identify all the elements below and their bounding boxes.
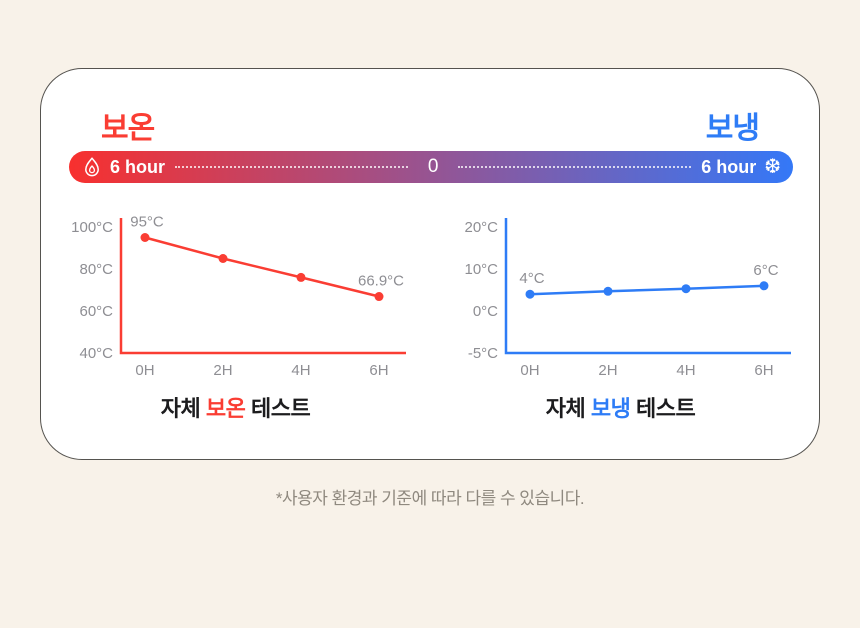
svg-text:40°C: 40°C bbox=[79, 345, 113, 362]
heat-retention-chart-block: 100°C 80°C 60°C 40°C 95°C 66.9°C 0H 2H 4H 6H 자체 보… bbox=[63, 215, 408, 423]
hot-duration-label: 6 hour bbox=[110, 156, 166, 177]
chart-title-accent: 보온 bbox=[205, 396, 246, 421]
chart-title-accent: 보냉 bbox=[590, 396, 631, 421]
cold-retention-chart-block: 20°C 10°C 0°C -5°C 4°C 6°C 0H 2H 4H 6H 자체 보냉 테스트 bbox=[448, 215, 793, 423]
cold-duration-label: 6 hour bbox=[701, 156, 757, 177]
svg-text:6H: 6H bbox=[369, 362, 388, 379]
svg-text:2H: 2H bbox=[598, 362, 617, 379]
snowflake-icon: ❆ bbox=[764, 156, 781, 178]
chart-title-prefix: 자체 bbox=[545, 396, 591, 421]
svg-text:-5°C: -5°C bbox=[468, 345, 498, 362]
svg-text:6°C: 6°C bbox=[753, 262, 778, 279]
cold-retention-title: 보냉 bbox=[705, 112, 760, 145]
dotted-divider-right bbox=[458, 166, 692, 168]
svg-text:0H: 0H bbox=[135, 362, 154, 379]
svg-text:0H: 0H bbox=[520, 362, 539, 379]
duration-gradient-bar: 6 hour 0 6 hour ❆ bbox=[69, 151, 793, 183]
svg-text:95°C: 95°C bbox=[130, 215, 164, 231]
dotted-divider-left bbox=[175, 166, 408, 168]
flame-icon bbox=[81, 156, 103, 178]
svg-text:10°C: 10°C bbox=[464, 261, 498, 278]
zero-label: 0 bbox=[427, 156, 439, 177]
svg-text:60°C: 60°C bbox=[79, 303, 113, 320]
chart-title-suffix: 테스트 bbox=[245, 396, 311, 421]
disclaimer-note: *사용자 환경과 기준에 따라 다를 수 있습니다. bbox=[275, 489, 585, 508]
svg-text:66.9°C: 66.9°C bbox=[358, 273, 404, 290]
svg-text:6H: 6H bbox=[754, 362, 773, 379]
svg-text:4H: 4H bbox=[676, 362, 695, 379]
heat-retention-chart: 100°C 80°C 60°C 40°C 95°C 66.9°C 0H 2H 4H 6H bbox=[71, 215, 406, 379]
cold-retention-chart-title: 자체 보냉 테스트 bbox=[545, 391, 696, 423]
card-header: 보온 보냉 bbox=[101, 103, 760, 147]
heat-retention-title: 보온 bbox=[101, 112, 155, 145]
svg-text:4H: 4H bbox=[291, 362, 310, 379]
svg-text:100°C: 100°C bbox=[71, 219, 113, 236]
svg-text:20°C: 20°C bbox=[464, 219, 498, 236]
charts-row: 100°C 80°C 60°C 40°C 95°C 66.9°C 0H 2H 4H 6H 자체 보… bbox=[41, 215, 821, 423]
test-result-card: 보온 보냉 6 hour 0 6 hour ❆ 100°C 80°C 60°C 40°… bbox=[40, 68, 820, 460]
heat-retention-chart-title: 자체 보온 테스트 bbox=[160, 391, 311, 423]
svg-text:0°C: 0°C bbox=[473, 303, 498, 320]
svg-text:2H: 2H bbox=[213, 362, 232, 379]
svg-text:4°C: 4°C bbox=[519, 270, 544, 287]
svg-text:80°C: 80°C bbox=[79, 261, 113, 278]
chart-title-prefix: 자체 bbox=[160, 396, 206, 421]
chart-title-suffix: 테스트 bbox=[630, 396, 696, 421]
cold-retention-chart: 20°C 10°C 0°C -5°C 4°C 6°C 0H 2H 4H 6H bbox=[464, 218, 791, 379]
